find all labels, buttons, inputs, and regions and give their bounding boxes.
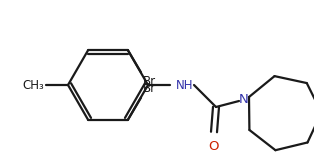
Text: Br: Br [143, 75, 156, 88]
Text: Br: Br [143, 82, 156, 95]
Text: NH: NH [176, 78, 193, 92]
Text: O: O [209, 140, 219, 153]
Text: N: N [239, 93, 249, 106]
Text: CH₃: CH₃ [22, 78, 44, 92]
